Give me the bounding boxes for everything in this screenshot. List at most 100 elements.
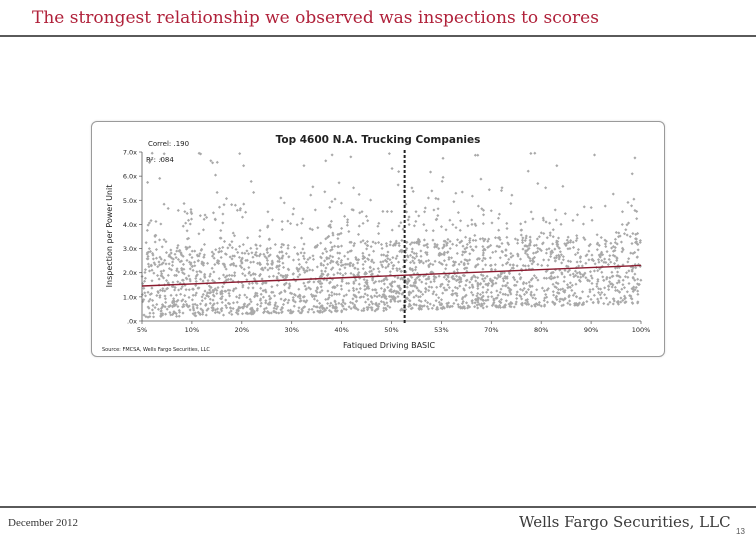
- scatter-point: [142, 286, 146, 290]
- scatter-point: [515, 264, 519, 268]
- scatter-point: [397, 260, 401, 264]
- scatter-point: [502, 279, 506, 283]
- scatter-point: [561, 287, 565, 291]
- scatter-point: [241, 243, 245, 247]
- scatter-point: [424, 282, 428, 286]
- scatter-point: [411, 289, 415, 293]
- scatter-point: [542, 289, 546, 293]
- scatter-point: [169, 293, 173, 297]
- scatter-point: [205, 215, 209, 220]
- scatter-point: [399, 221, 403, 225]
- scatter-point: [615, 257, 619, 261]
- scatter-point: [474, 245, 478, 249]
- scatter-point: [423, 210, 427, 214]
- scatter-point: [541, 216, 545, 220]
- scatter-point: [337, 301, 341, 305]
- scatter-point: [483, 276, 487, 280]
- scatter-point: [636, 248, 640, 252]
- scatter-point: [226, 277, 230, 281]
- scatter-point: [159, 222, 163, 226]
- x-tick-label: 90%: [584, 326, 598, 334]
- scatter-point: [435, 285, 439, 289]
- scatter-point: [323, 259, 327, 263]
- scatter-point: [190, 298, 194, 302]
- scatter-point: [183, 210, 187, 214]
- scatter-point: [457, 262, 461, 266]
- scatter-point: [337, 292, 341, 296]
- scatter-point: [514, 283, 518, 287]
- scatter-point: [436, 213, 440, 218]
- scatter-point: [203, 296, 207, 300]
- scatter-point: [458, 228, 462, 232]
- scatter-point: [511, 263, 515, 267]
- scatter-point: [176, 257, 180, 262]
- scatter-point: [243, 251, 247, 255]
- scatter-point: [187, 295, 191, 299]
- scatter-point: [292, 304, 296, 308]
- scatter-point: [146, 262, 150, 266]
- scatter-point: [195, 270, 199, 274]
- scatter-point: [454, 226, 458, 230]
- scatter-point: [439, 298, 444, 302]
- scatter-point: [188, 308, 192, 312]
- scatter-point: [458, 240, 463, 244]
- scatter-point: [451, 289, 455, 293]
- scatter-point: [281, 302, 286, 307]
- scatter-point: [373, 241, 378, 245]
- scatter-point: [163, 289, 167, 293]
- scatter-point: [639, 278, 643, 282]
- scatter-point: [584, 276, 588, 280]
- scatter-point: [625, 271, 629, 275]
- scatter-point: [483, 237, 487, 241]
- scatter-point: [452, 301, 456, 305]
- scatter-point: [157, 238, 162, 242]
- scatter-point: [559, 222, 563, 226]
- scatter-point: [589, 206, 593, 210]
- scatter-point: [427, 258, 431, 263]
- scatter-point: [593, 262, 597, 266]
- scatter-point: [574, 239, 578, 243]
- scatter-point: [324, 266, 328, 270]
- scatter-point: [627, 257, 631, 261]
- scatter-point: [562, 279, 566, 283]
- scatter-point: [371, 240, 375, 244]
- scatter-point: [523, 301, 527, 305]
- scatter-point: [330, 200, 334, 204]
- scatter-point: [213, 311, 217, 315]
- scatter-point: [481, 251, 486, 255]
- scatter-point: [599, 235, 603, 240]
- scatter-point: [536, 250, 540, 254]
- scatter-point: [259, 304, 263, 308]
- scatter-point: [261, 295, 265, 299]
- x-tick-label: 100%: [632, 326, 651, 334]
- scatter-point: [533, 297, 538, 301]
- scatter-point: [242, 267, 246, 271]
- scatter-point: [532, 293, 536, 297]
- scatter-point: [468, 240, 472, 245]
- scatter-point: [603, 257, 607, 261]
- scatter-point: [162, 269, 166, 273]
- page-number: 13: [736, 527, 745, 536]
- scatter-point: [377, 232, 381, 236]
- scatter-point: [633, 272, 637, 276]
- scatter-point: [222, 203, 226, 207]
- scatter-point: [570, 288, 574, 292]
- scatter-point: [358, 286, 362, 291]
- slide-title: The strongest relationship we observed w…: [32, 8, 599, 28]
- scatter-point: [224, 197, 229, 201]
- scatter-point: [367, 303, 371, 307]
- scatter-point: [463, 258, 467, 262]
- scatter-point: [388, 270, 392, 274]
- scatter-point: [608, 280, 612, 284]
- scatter-point: [176, 243, 180, 248]
- scatter-point: [529, 240, 533, 244]
- scatter-point: [473, 305, 477, 309]
- scatter-point: [519, 228, 523, 232]
- scatter-point: [162, 238, 166, 242]
- scatter-point: [473, 153, 477, 157]
- scatter-point: [220, 300, 224, 304]
- scatter-point: [319, 285, 323, 289]
- scatter-point: [496, 305, 500, 309]
- scatter-point: [426, 196, 430, 200]
- scatter-point: [287, 282, 292, 286]
